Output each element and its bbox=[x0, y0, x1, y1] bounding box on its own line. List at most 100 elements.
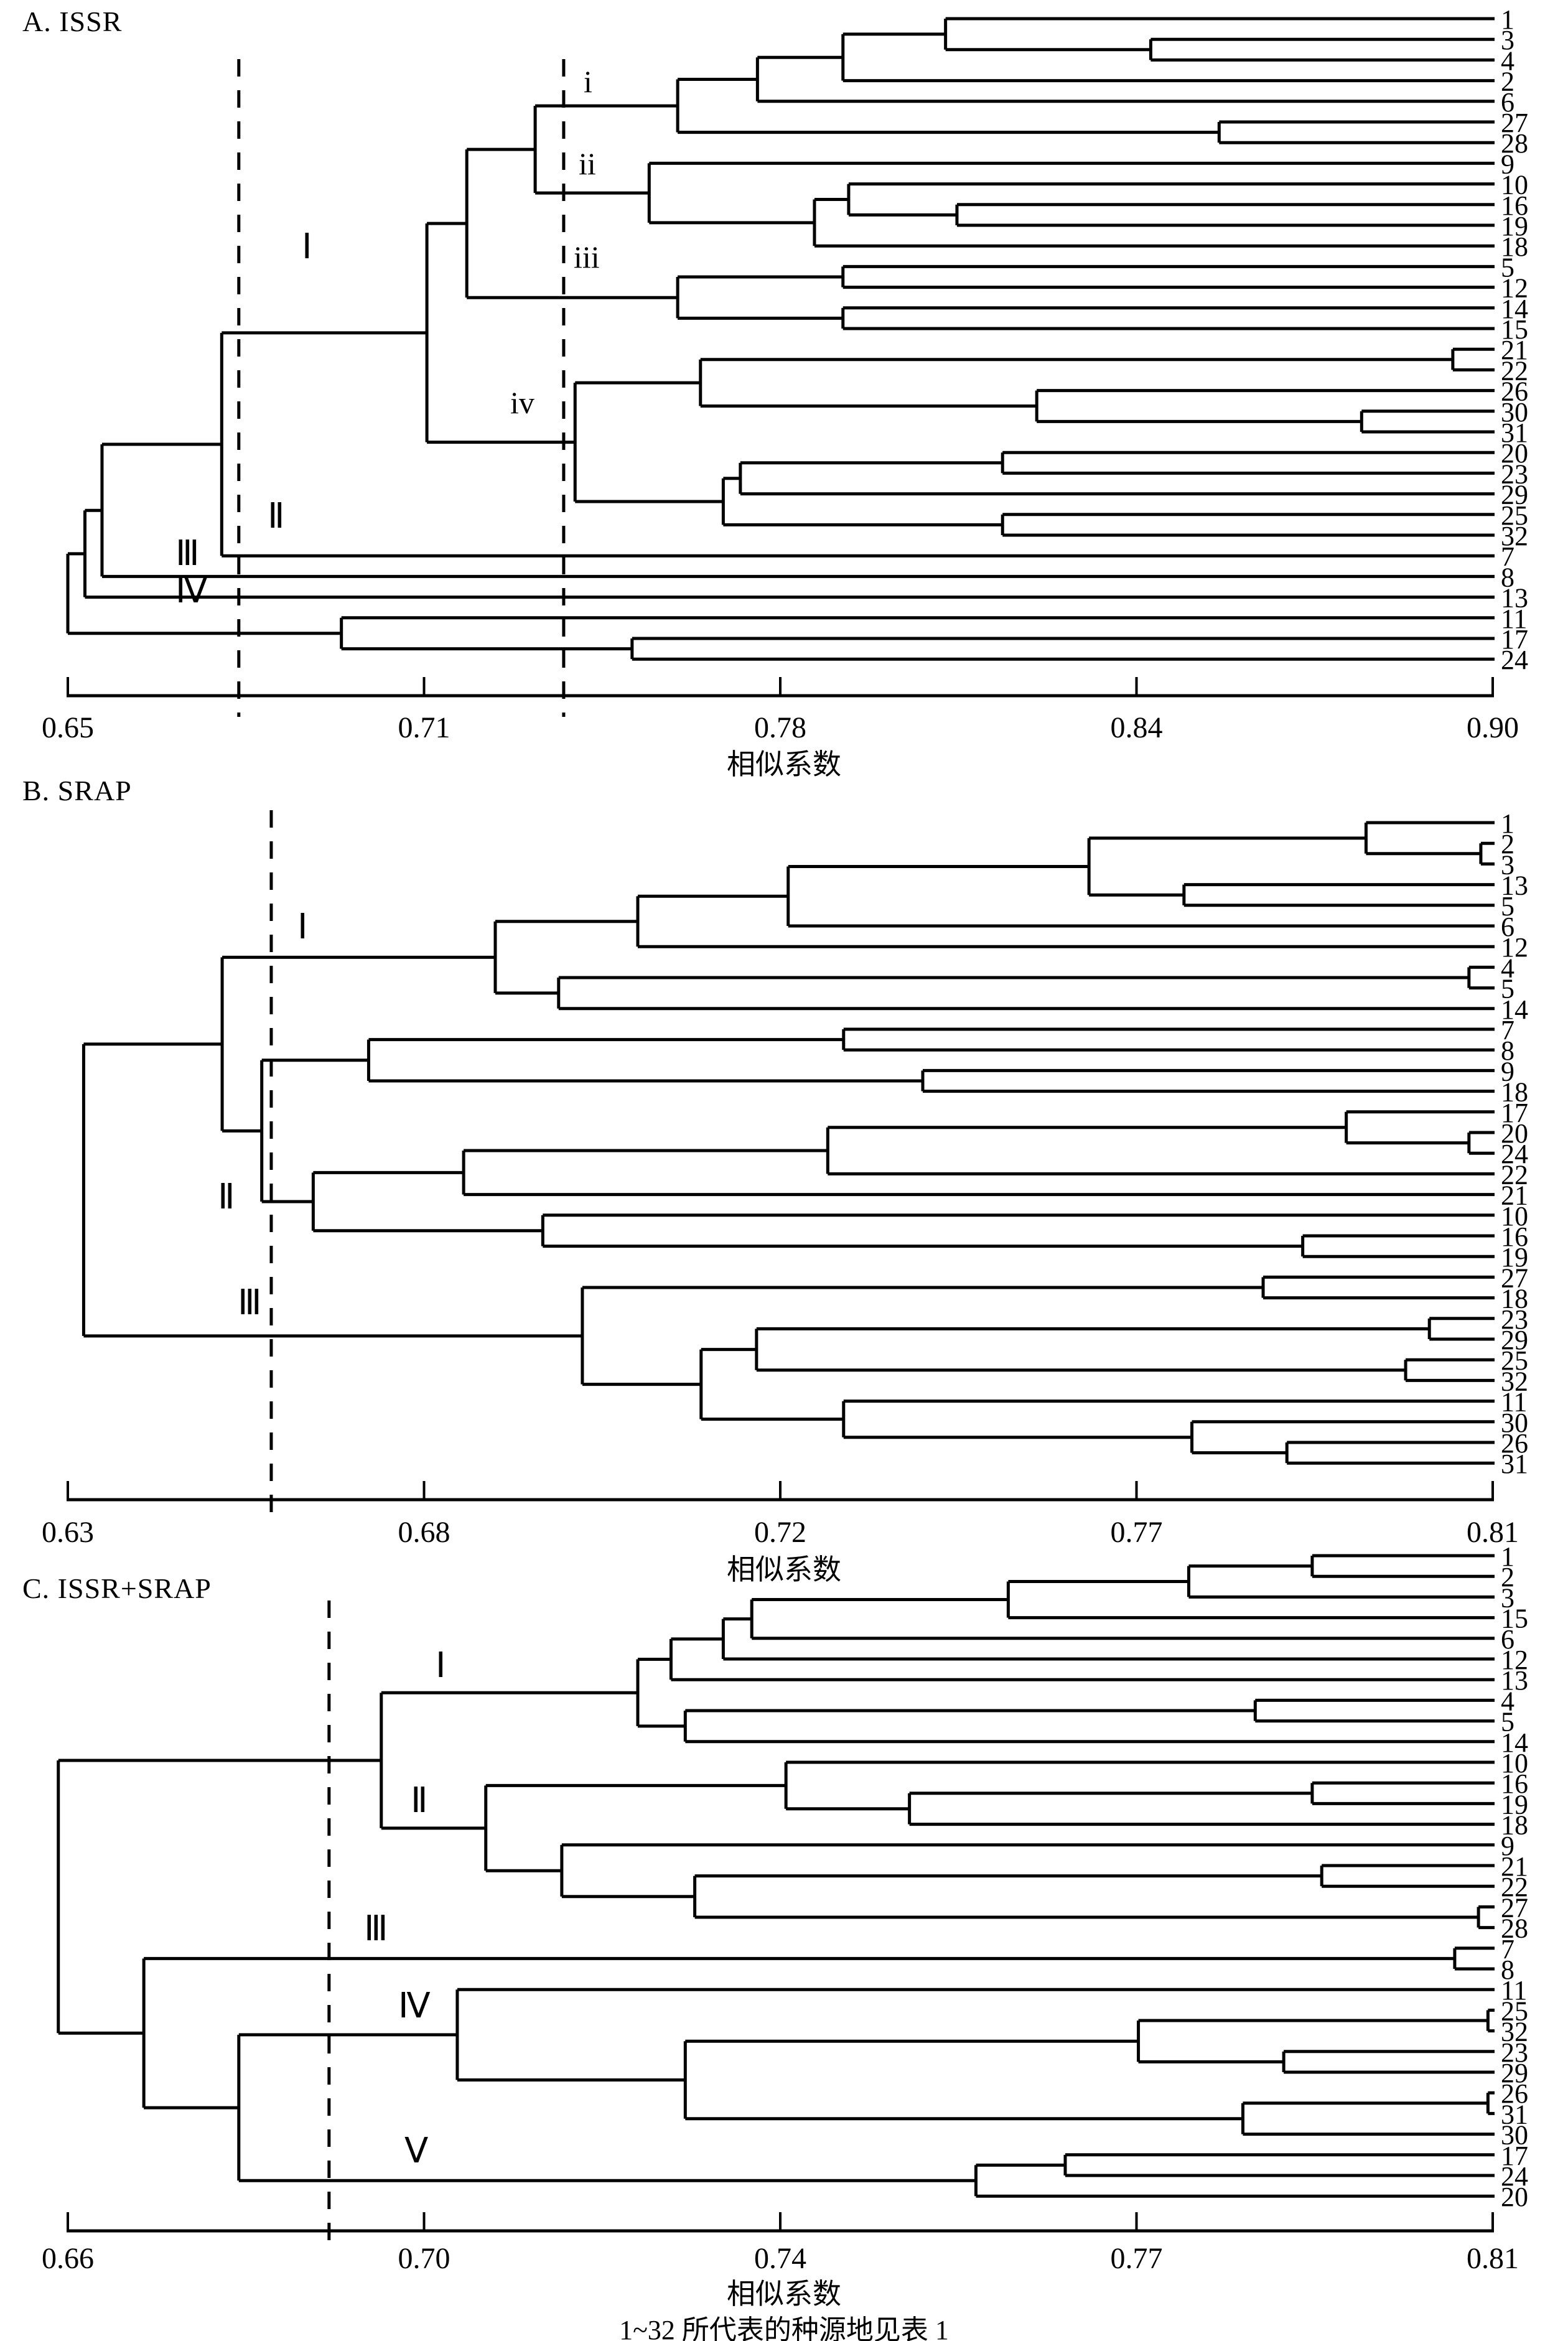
panel-b-title: B. SRAP bbox=[22, 775, 132, 806]
leaf-label: 5 bbox=[1501, 974, 1514, 1004]
leaf-label: 20 bbox=[1501, 2182, 1528, 2212]
leaf-label: 25 bbox=[1501, 1345, 1528, 1376]
leaf-label: 20 bbox=[1501, 438, 1528, 469]
leaf-label: 7 bbox=[1501, 1934, 1514, 1965]
leaf-label: 15 bbox=[1501, 1604, 1528, 1634]
leaf-label: 31 bbox=[1501, 1449, 1528, 1479]
cluster-label: Ⅲ bbox=[175, 535, 200, 573]
leaf-label: 13 bbox=[1501, 583, 1528, 614]
leaf-label: 5 bbox=[1501, 1707, 1514, 1737]
leaf-label: 10 bbox=[1501, 1748, 1528, 1778]
leaf-label: 8 bbox=[1501, 1955, 1514, 1985]
leaf-label: 10 bbox=[1501, 1201, 1528, 1231]
axis-tick-label: 0.90 bbox=[1467, 711, 1519, 744]
axis-tick-label: 0.81 bbox=[1467, 1516, 1519, 1549]
axis-tick-label: 0.81 bbox=[1467, 2242, 1519, 2275]
leaf-label: 26 bbox=[1501, 376, 1528, 407]
leaf-label: 29 bbox=[1501, 1325, 1528, 1355]
leaf-label: 23 bbox=[1501, 459, 1528, 489]
leaf-label: 5 bbox=[1501, 891, 1514, 922]
cluster-label: Ⅱ bbox=[411, 1782, 428, 1820]
leaf-label: 19 bbox=[1501, 1242, 1528, 1273]
leaf-label: 28 bbox=[1501, 128, 1528, 159]
leaf-label: 2 bbox=[1501, 829, 1514, 859]
leaf-label: 21 bbox=[1501, 1851, 1528, 1882]
leaf-label: 27 bbox=[1501, 1263, 1528, 1293]
leaf-label: 30 bbox=[1501, 397, 1528, 428]
leaf-label: 1 bbox=[1501, 1541, 1514, 1572]
cluster-label: Ⅲ bbox=[238, 1284, 262, 1322]
leaf-label: 18 bbox=[1501, 1810, 1528, 1841]
leaf-label: 32 bbox=[1501, 521, 1528, 551]
leaf-label: 16 bbox=[1501, 1222, 1528, 1252]
leaf-label: 11 bbox=[1501, 604, 1527, 634]
cluster-label: Ⅰ bbox=[436, 1647, 446, 1685]
leaf-label: 20 bbox=[1501, 1118, 1528, 1149]
leaf-label: 18 bbox=[1501, 231, 1528, 262]
leaf-label: 9 bbox=[1501, 149, 1514, 179]
leaf-label: 18 bbox=[1501, 1077, 1528, 1108]
panel-b-axis-label: 相似系数 bbox=[727, 1554, 841, 1586]
leaf-label: 22 bbox=[1501, 1872, 1528, 1902]
leaf-label: 4 bbox=[1501, 1686, 1514, 1716]
panel-A-dendrogram: 0.65 0.71 0.78 0.84 0.9013426272891016191851… bbox=[42, 4, 1528, 744]
axis-tick-label: 0.74 bbox=[754, 2242, 806, 2275]
leaf-label: 9 bbox=[1501, 1056, 1514, 1086]
leaf-label: 30 bbox=[1501, 1408, 1528, 1438]
leaf-label: 17 bbox=[1501, 1098, 1528, 1128]
leaf-label: 13 bbox=[1501, 871, 1528, 901]
leaf-label: 2 bbox=[1501, 1562, 1514, 1592]
panel-c-title: C. ISSR+SRAP bbox=[22, 1572, 212, 1604]
leaf-label: 12 bbox=[1501, 273, 1528, 304]
leaf-label: 17 bbox=[1501, 2141, 1528, 2171]
cluster-label: Ⅲ bbox=[364, 1910, 388, 1948]
leaf-label: 32 bbox=[1501, 1366, 1528, 1396]
leaf-label: 4 bbox=[1501, 45, 1514, 76]
leaf-label: 24 bbox=[1501, 1139, 1528, 1169]
leaf-label: 27 bbox=[1501, 1892, 1528, 1923]
leaf-label: 23 bbox=[1501, 2037, 1528, 2068]
subcluster-label: i bbox=[584, 64, 592, 99]
panel-a-title: A. ISSR bbox=[22, 6, 123, 37]
panel-B-dendrogram: 0.63 0.68 0.72 0.77 0.8112313561245147891817… bbox=[42, 808, 1528, 1549]
leaf-label: 21 bbox=[1501, 335, 1528, 365]
leaf-label: 25 bbox=[1501, 500, 1528, 531]
axis-tick-label: 0.78 bbox=[754, 711, 806, 744]
leaf-label: 19 bbox=[1501, 1789, 1528, 1820]
leaf-label: 31 bbox=[1501, 418, 1528, 448]
leaf-label: 31 bbox=[1501, 2099, 1528, 2129]
axis-tick-label: 0.77 bbox=[1111, 1516, 1163, 1549]
leaf-label: 15 bbox=[1501, 314, 1528, 345]
leaf-label: 6 bbox=[1501, 87, 1514, 118]
leaf-label: 19 bbox=[1501, 211, 1528, 241]
axis-tick-label: 0.70 bbox=[398, 2242, 450, 2275]
leaf-label: 24 bbox=[1501, 645, 1528, 675]
panel-c-axis-label: 相似系数 bbox=[727, 2278, 841, 2310]
cluster-label: Ⅰ bbox=[297, 908, 308, 946]
leaf-label: 25 bbox=[1501, 1996, 1528, 2026]
axis-tick-label: 0.65 bbox=[42, 711, 94, 744]
axis-tick-label: 0.68 bbox=[398, 1516, 450, 1549]
leaf-label: 12 bbox=[1501, 932, 1528, 963]
leaf-label: 22 bbox=[1501, 1159, 1528, 1190]
leaf-label: 30 bbox=[1501, 2120, 1528, 2151]
subcluster-label: iv bbox=[510, 385, 534, 420]
leaf-label: 2 bbox=[1501, 67, 1514, 97]
leaf-label: 9 bbox=[1501, 1831, 1514, 1861]
leaf-label: 11 bbox=[1501, 1387, 1527, 1418]
leaf-label: 7 bbox=[1501, 1015, 1514, 1045]
leaf-label: 27 bbox=[1501, 108, 1528, 138]
leaf-label: 6 bbox=[1501, 1624, 1514, 1655]
leaf-label: 16 bbox=[1501, 190, 1528, 221]
leaf-label: 10 bbox=[1501, 170, 1528, 200]
cluster-label: Ⅳ bbox=[398, 1987, 431, 2026]
subcluster-label: iii bbox=[574, 240, 600, 274]
leaf-label: 14 bbox=[1501, 294, 1528, 324]
leaf-label: 8 bbox=[1501, 562, 1514, 592]
cluster-label: Ⅰ bbox=[302, 228, 312, 266]
leaf-label: 26 bbox=[1501, 1428, 1528, 1459]
leaf-label: 22 bbox=[1501, 355, 1528, 386]
leaf-label: 32 bbox=[1501, 2017, 1528, 2047]
